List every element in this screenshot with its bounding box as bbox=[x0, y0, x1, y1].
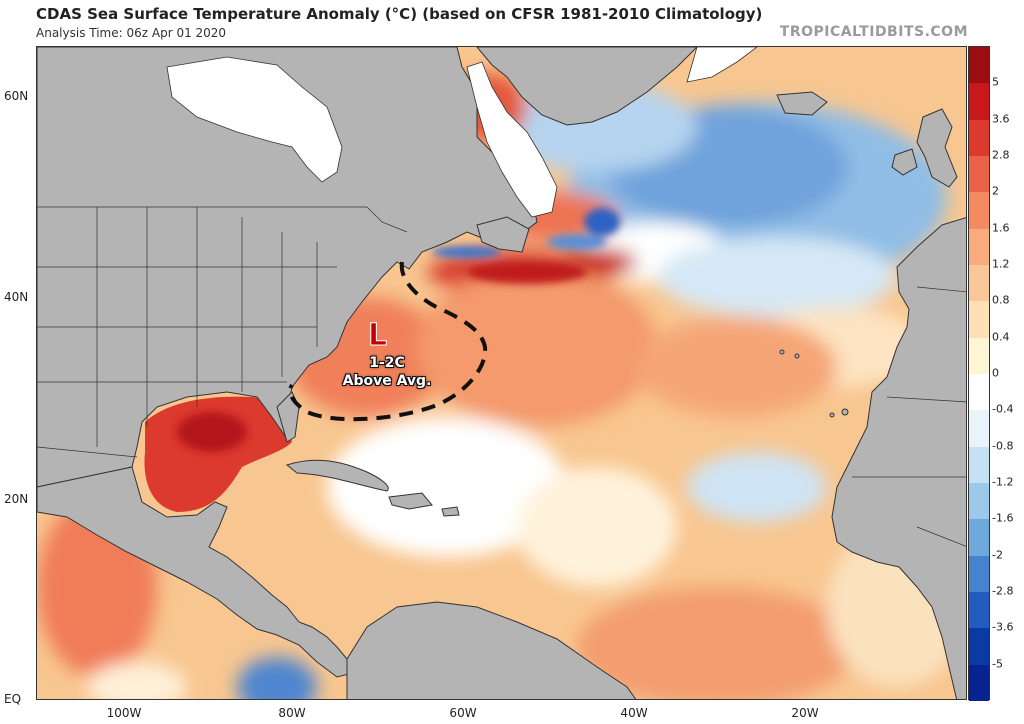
colorbar-segment bbox=[969, 664, 989, 702]
lat-label-20n: 20N bbox=[4, 492, 29, 506]
annotation-line-1: 1-2C bbox=[369, 355, 405, 371]
colorbar-segment bbox=[969, 628, 989, 666]
lon-label-20w: 20W bbox=[791, 706, 819, 720]
colorbar-segment bbox=[969, 483, 989, 520]
colorbar-segment bbox=[969, 265, 989, 302]
lon-label-60w: 60W bbox=[449, 706, 477, 720]
colorbar-segment bbox=[969, 374, 989, 411]
lon-label-100w: 100W bbox=[106, 706, 142, 720]
colorbar-segment bbox=[969, 446, 989, 484]
colorbar-segment bbox=[969, 119, 989, 157]
colorbar-segment bbox=[969, 337, 989, 375]
colorbar-tick-label: -0.4 bbox=[992, 402, 1014, 416]
lat-label-40n: 40N bbox=[4, 290, 29, 304]
credit-watermark: TROPICALTIDBITS.COM bbox=[779, 24, 968, 40]
colorbar-segment bbox=[969, 301, 989, 339]
colorbar-segment bbox=[969, 47, 989, 84]
lon-label-80w: 80W bbox=[278, 706, 306, 720]
colorbar bbox=[968, 46, 990, 702]
colorbar-segment bbox=[969, 410, 989, 448]
analysis-time: Analysis Time: 06z Apr 01 2020 bbox=[36, 26, 227, 40]
labrador-sea-ice bbox=[466, 61, 558, 218]
colorbar-tick-label: 0.4 bbox=[992, 330, 1010, 344]
colorbar-tick-label: 2.8 bbox=[992, 148, 1010, 162]
annotation-line-2: Above Avg. bbox=[342, 373, 432, 389]
colorbar-tick-label: 0.8 bbox=[992, 293, 1010, 307]
colorbar-tick-label: 3.6 bbox=[992, 112, 1010, 126]
colorbar-tick-label: -5 bbox=[992, 657, 1003, 671]
colorbar-tick-label: -3.6 bbox=[992, 620, 1014, 634]
colorbar-tick-label: -2 bbox=[992, 548, 1003, 562]
lat-label-eq: EQ bbox=[4, 692, 22, 706]
colorbar-tick-label: 5 bbox=[992, 75, 999, 89]
sst-anomaly-map bbox=[36, 46, 967, 700]
colorbar-segment bbox=[969, 192, 989, 230]
colorbar-segment bbox=[969, 555, 989, 593]
colorbar-tick-label: -1.2 bbox=[992, 475, 1014, 489]
colorbar-segment bbox=[969, 228, 989, 266]
colorbar-tick-label: 0 bbox=[992, 366, 999, 380]
map-title: CDAS Sea Surface Temperature Anomaly (°C… bbox=[36, 5, 763, 23]
lon-label-40w: 40W bbox=[620, 706, 648, 720]
colorbar-tick-label: -2.8 bbox=[992, 584, 1014, 598]
colorbar-segment bbox=[969, 519, 989, 557]
anomaly-field bbox=[37, 72, 966, 699]
colorbar-segment bbox=[969, 156, 989, 193]
colorbar-segment bbox=[969, 83, 989, 121]
hudson-bay-ice bbox=[166, 56, 343, 183]
anomaly-annotation: 1-2C Above Avg. bbox=[332, 354, 442, 390]
colorbar-segment bbox=[969, 592, 989, 629]
colorbar-tick-label: 2 bbox=[992, 184, 999, 198]
colorbar-tick-label: 1.2 bbox=[992, 257, 1010, 271]
low-pressure-marker: L bbox=[367, 318, 388, 354]
warm-anomaly-outline bbox=[288, 261, 488, 422]
lat-label-60n: 60N bbox=[4, 89, 29, 103]
political-borders bbox=[37, 206, 966, 547]
colorbar-tick-label: -0.8 bbox=[992, 439, 1014, 453]
colorbar-tick-label: 1.6 bbox=[992, 221, 1010, 235]
colorbar-tick-label: -1.6 bbox=[992, 511, 1014, 525]
